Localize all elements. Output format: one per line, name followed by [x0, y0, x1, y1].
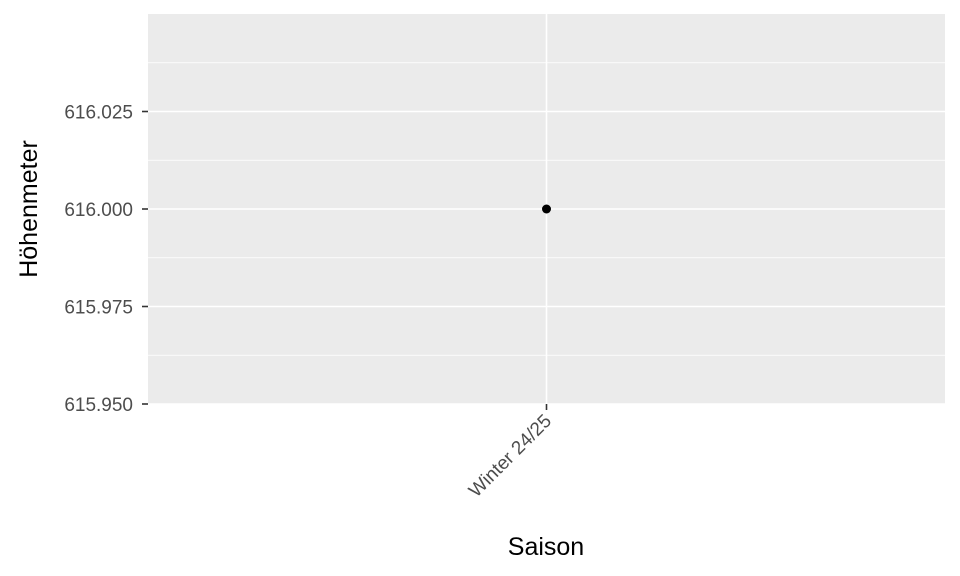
x-axis-title: Saison — [508, 533, 584, 561]
x-tick-label: Winter 24/25 — [465, 411, 556, 502]
y-tick-label: 615.975 — [64, 298, 133, 319]
y-tick-label: 616.000 — [64, 200, 133, 221]
y-axis-ticks: 615.950 615.975 616.000 616.025 — [64, 103, 148, 416]
data-point — [542, 204, 551, 214]
data-points — [542, 204, 551, 214]
y-axis-title: Höhenmeter — [15, 140, 43, 278]
y-tick-label: 615.950 — [64, 395, 133, 416]
x-axis-ticks: Winter 24/25 — [465, 404, 556, 502]
y-tick-label: 616.025 — [64, 103, 133, 124]
major-grid — [148, 14, 945, 405]
